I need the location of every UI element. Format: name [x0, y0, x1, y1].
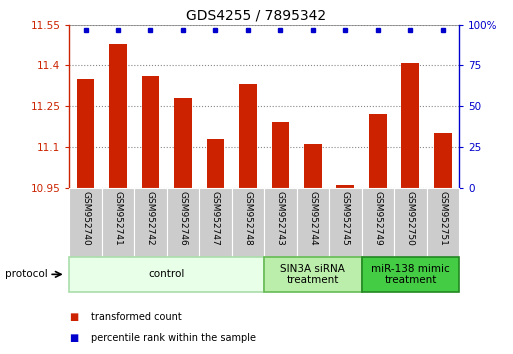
Bar: [199, 188, 232, 257]
Text: GDS4255 / 7895342: GDS4255 / 7895342: [186, 9, 327, 23]
Text: protocol: protocol: [5, 269, 48, 279]
Text: GSM952746: GSM952746: [179, 191, 187, 246]
Bar: [264, 257, 362, 292]
Text: miR-138 mimic
treatment: miR-138 mimic treatment: [371, 263, 450, 285]
Bar: [271, 122, 289, 188]
Bar: [329, 188, 362, 257]
Bar: [76, 79, 94, 188]
Bar: [394, 188, 427, 257]
Bar: [427, 188, 459, 257]
Text: ■: ■: [69, 333, 78, 343]
Bar: [239, 85, 257, 188]
Bar: [304, 144, 322, 188]
Text: GSM952742: GSM952742: [146, 191, 155, 246]
Text: percentile rank within the sample: percentile rank within the sample: [91, 333, 256, 343]
Text: transformed count: transformed count: [91, 312, 182, 322]
Bar: [69, 188, 102, 257]
Text: control: control: [149, 269, 185, 279]
Text: GSM952745: GSM952745: [341, 191, 350, 246]
Bar: [434, 133, 452, 188]
Text: GSM952740: GSM952740: [81, 191, 90, 246]
Text: ■: ■: [69, 312, 78, 322]
Bar: [362, 188, 394, 257]
Bar: [362, 257, 459, 292]
Bar: [232, 188, 264, 257]
Text: GSM952749: GSM952749: [373, 191, 382, 246]
Text: GSM952743: GSM952743: [276, 191, 285, 246]
Bar: [142, 76, 160, 188]
Bar: [297, 188, 329, 257]
Bar: [337, 185, 354, 188]
Text: GSM952744: GSM952744: [308, 191, 318, 246]
Text: GSM952751: GSM952751: [439, 191, 447, 246]
Bar: [69, 257, 264, 292]
Bar: [167, 188, 199, 257]
Text: GSM952741: GSM952741: [113, 191, 123, 246]
Text: GSM952747: GSM952747: [211, 191, 220, 246]
Bar: [102, 188, 134, 257]
Text: GSM952748: GSM952748: [244, 191, 252, 246]
Bar: [402, 63, 419, 188]
Bar: [109, 44, 127, 188]
Text: SIN3A siRNA
treatment: SIN3A siRNA treatment: [281, 263, 345, 285]
Bar: [369, 114, 387, 188]
Bar: [264, 188, 297, 257]
Bar: [134, 188, 167, 257]
Bar: [207, 139, 224, 188]
Bar: [174, 98, 192, 188]
Text: GSM952750: GSM952750: [406, 191, 415, 246]
